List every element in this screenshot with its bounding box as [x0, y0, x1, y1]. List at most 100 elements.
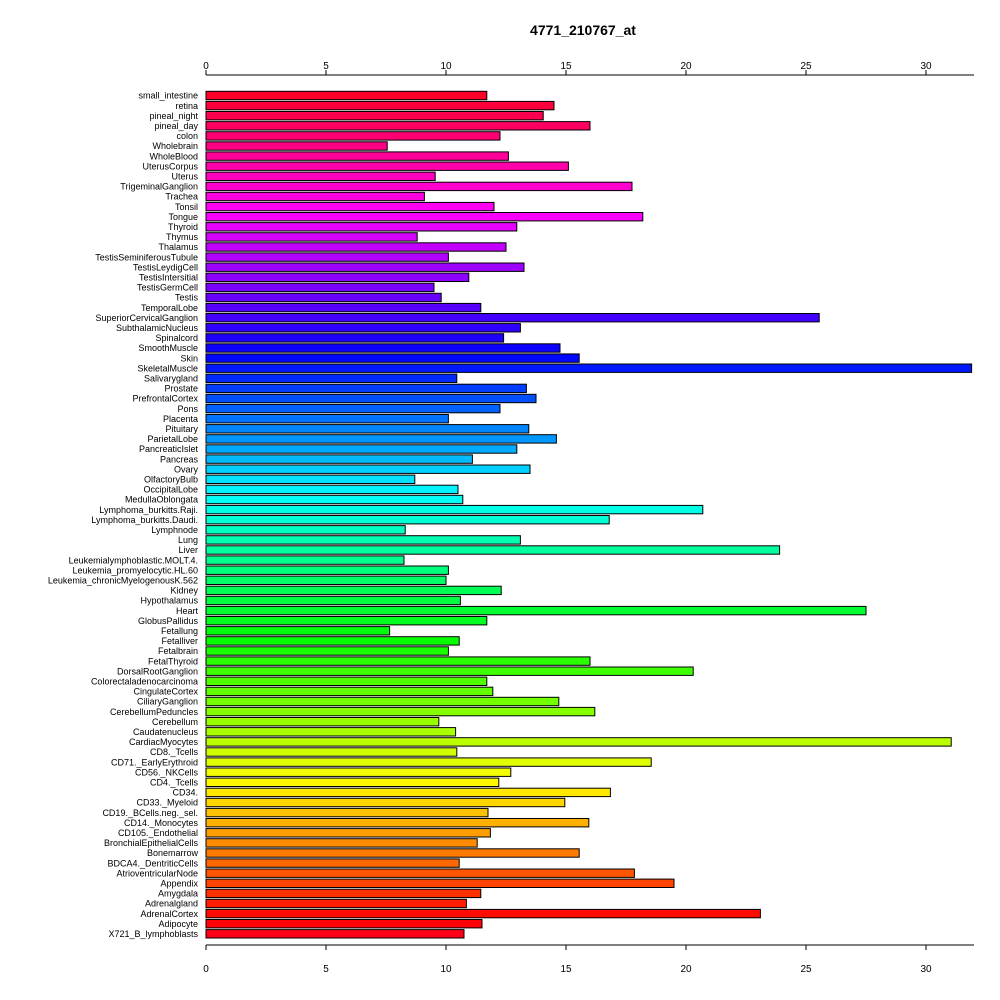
- category-label: Colorectaladenocarcinoma: [91, 677, 198, 687]
- bar: [205, 393, 537, 404]
- category-label: Wholebrain: [152, 141, 198, 151]
- bar: [205, 706, 596, 717]
- category-label: CiliaryGanglion: [137, 697, 198, 707]
- bar: [205, 686, 494, 697]
- tick-label: 25: [800, 964, 812, 975]
- category-label: Leukemia_promyelocytic.HL.60: [72, 565, 198, 575]
- category-label: GlobusPallidus: [138, 616, 199, 626]
- bars-group: [205, 90, 973, 939]
- bar: [205, 717, 440, 727]
- bar: [205, 161, 569, 171]
- category-label: Amygdala: [158, 889, 198, 899]
- bar: [205, 141, 388, 151]
- category-label: Tongue: [168, 212, 198, 222]
- bar: [205, 818, 590, 828]
- category-label: DorsalRootGanglion: [117, 666, 198, 676]
- tick-label: 0: [203, 61, 209, 72]
- category-label: Uterus: [171, 172, 198, 182]
- category-label: Heart: [176, 606, 199, 616]
- category-label: TestisLeydigCell: [133, 262, 198, 272]
- bar: [205, 474, 416, 485]
- category-label: Hypothalamus: [140, 596, 198, 606]
- bottom-axis: 0 5 10 15 20 25 30: [203, 944, 974, 975]
- bar: [205, 585, 502, 596]
- category-label: Placenta: [163, 414, 198, 424]
- tick-label: 10: [440, 964, 452, 975]
- bar: [205, 777, 500, 787]
- category-label: BronchialEpithelialCells: [104, 838, 199, 848]
- bar: [205, 535, 521, 545]
- bar: [205, 605, 867, 616]
- bar: [205, 111, 544, 121]
- bar: [205, 292, 442, 303]
- bar: [205, 504, 704, 515]
- category-label: SuperiorCervicalGanglion: [95, 313, 198, 323]
- bar: [205, 666, 694, 676]
- bar: [205, 464, 531, 474]
- bar: [205, 929, 465, 939]
- category-label: CD14._Monocytes: [124, 818, 199, 828]
- tick-label: 30: [920, 61, 932, 72]
- category-label: CD105._Endothelial: [118, 828, 198, 838]
- category-label: Skin: [180, 353, 198, 363]
- bar: [205, 201, 495, 212]
- category-label: CD33._Myeloid: [136, 798, 198, 808]
- bar: [205, 353, 580, 363]
- bar: [205, 908, 761, 919]
- category-label: Prostate: [164, 384, 198, 394]
- bar: [205, 282, 435, 293]
- bar: [205, 878, 675, 888]
- bar: [205, 888, 482, 899]
- bar: [205, 252, 449, 262]
- bar: [205, 222, 518, 232]
- category-label: Pituitary: [165, 424, 198, 434]
- tick-label: 20: [680, 61, 692, 72]
- bar: [205, 515, 610, 525]
- category-label: Testis: [175, 293, 199, 303]
- bar: [205, 333, 505, 343]
- bar: [205, 434, 557, 444]
- bar: [205, 737, 952, 747]
- top-axis: 0 5 10 15 20 25 30: [203, 61, 974, 76]
- category-label: OccipitalLobe: [143, 485, 198, 495]
- category-label: TestisIntersitial: [139, 273, 198, 283]
- bar: [205, 484, 459, 495]
- category-label: retina: [175, 101, 198, 111]
- category-label: AdrenalCortex: [140, 909, 198, 919]
- category-label: Pancreas: [160, 454, 199, 464]
- category-label: Thymus: [166, 232, 199, 242]
- category-label: CD4._Tcells: [150, 778, 199, 788]
- bar: [205, 272, 470, 283]
- bar: [205, 656, 591, 666]
- category-label: WholeBlood: [149, 151, 198, 161]
- bar: [205, 828, 491, 838]
- category-label: Fetallung: [161, 626, 198, 636]
- bar: [205, 414, 449, 424]
- category-label: Thalamus: [158, 242, 198, 252]
- bar: [205, 676, 488, 686]
- category-label: Leukemia_chronicMyelogenousK.562: [48, 576, 198, 586]
- bar: [205, 323, 521, 333]
- category-label: CD8._Tcells: [150, 747, 199, 757]
- bar: [205, 838, 478, 848]
- category-label: Salivarygland: [144, 374, 198, 384]
- category-label: MedullaOblongata: [125, 495, 198, 505]
- bar: [205, 636, 460, 646]
- category-label: X721_B_lymphoblasts: [108, 929, 198, 939]
- bar: [205, 121, 591, 131]
- tick-label: 15: [560, 61, 572, 72]
- bar: [205, 262, 525, 272]
- category-label: Fetalliver: [161, 636, 198, 646]
- bar: [205, 565, 449, 575]
- category-label: ParietalLobe: [147, 434, 198, 444]
- bar: [205, 191, 425, 202]
- category-label: Liver: [178, 545, 198, 555]
- chart-title: 4771_210767_at: [530, 22, 636, 38]
- category-label: Lymphoma_burkitts.Daudi.: [91, 515, 198, 525]
- category-label: UterusCorpus: [142, 161, 198, 171]
- category-label: CD56._NKCells: [135, 767, 199, 777]
- category-label: Tonsil: [175, 202, 198, 212]
- tick-label: 20: [680, 964, 692, 975]
